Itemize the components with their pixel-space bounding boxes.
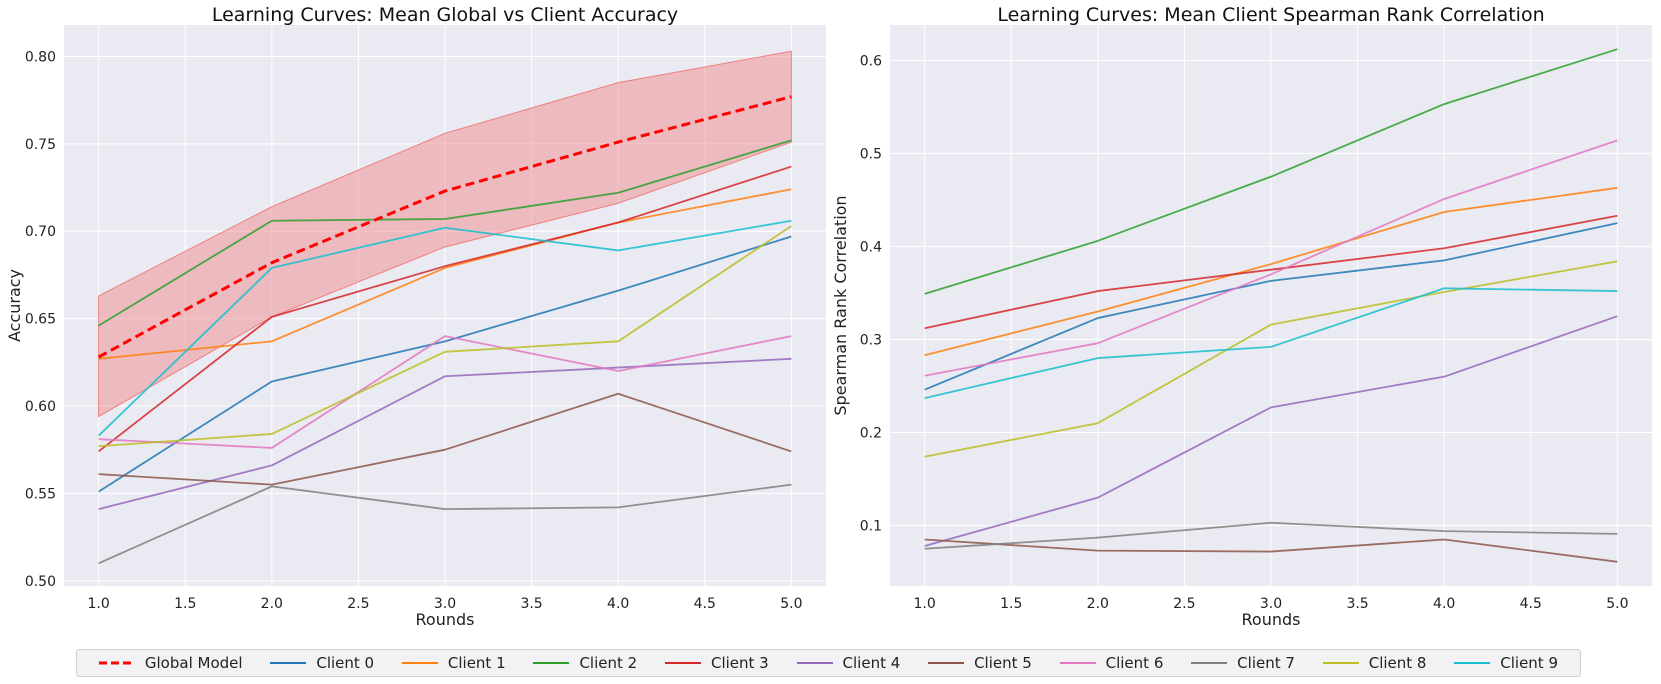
series-line-client-9 — [98, 219, 792, 437]
legend-label: Client 1 — [447, 654, 506, 672]
y-tick-label: 0.75 — [25, 137, 56, 153]
x-tick-label: 4.5 — [694, 596, 716, 612]
legend-item-client-5: Client 5 — [928, 654, 1032, 672]
series-line-client-0 — [924, 222, 1618, 391]
legend-item-client-2: Client 2 — [533, 654, 637, 672]
x-tick-label: 4.0 — [607, 596, 629, 612]
x-tick-label: 3.5 — [1346, 596, 1368, 612]
series-line-client-5 — [924, 538, 1618, 563]
legend-swatch — [533, 662, 570, 664]
y-tick-label: 0.60 — [25, 399, 56, 415]
x-tick-label: 3.0 — [1260, 596, 1282, 612]
x-tick-label: 1.5 — [174, 596, 196, 612]
legend-label: Client 3 — [710, 654, 769, 672]
legend-swatch — [1059, 662, 1096, 664]
legend-item-client-4: Client 4 — [796, 654, 901, 672]
x-tick-label: 1.0 — [914, 596, 936, 612]
series-line-client-3 — [924, 214, 1618, 330]
y-tick-label: 0.6 — [860, 53, 882, 69]
y-tick-label: 0.65 — [25, 312, 56, 328]
legend-label: Global Model — [144, 654, 243, 672]
y-tick-label: 0.50 — [25, 574, 56, 590]
y-axis-label: Spearman Rank Correlation — [831, 195, 850, 415]
legend-label: Client 4 — [842, 654, 901, 672]
series-line-client-2 — [924, 48, 1618, 295]
legend-item-client-7: Client 7 — [1191, 654, 1295, 672]
series-line-client-6 — [924, 139, 1618, 377]
legend-label: Client 5 — [974, 654, 1032, 672]
series-line-client-1 — [98, 188, 792, 360]
y-tick-label: 0.4 — [860, 239, 882, 255]
y-tick-label: 0.70 — [25, 224, 56, 240]
chart-title: Learning Curves: Mean Global vs Client A… — [212, 4, 678, 26]
x-axis-label: Rounds — [416, 610, 475, 629]
y-tick-label: 0.5 — [860, 146, 882, 162]
x-tick-label: 2.5 — [1173, 596, 1195, 612]
series-line-client-8 — [98, 225, 792, 448]
y-tick-label: 0.55 — [25, 486, 56, 502]
series-line-client-5 — [98, 392, 792, 486]
series-line-client-2 — [98, 139, 792, 327]
series-line-client-9 — [924, 287, 1618, 399]
series-line-client-4 — [98, 357, 792, 510]
legend-swatch — [401, 662, 438, 664]
x-axis-label: Rounds — [1242, 610, 1301, 629]
series-line-global-model — [97, 95, 792, 359]
legend-item-client-8: Client 8 — [1322, 654, 1427, 672]
y-tick-label: 0.80 — [25, 49, 56, 65]
legend-item-client-1: Client 1 — [401, 654, 506, 672]
x-tick-label: 3.5 — [520, 596, 542, 612]
legend-item-client-0: Client 0 — [270, 654, 374, 672]
series-line-client-8 — [924, 260, 1618, 458]
legend-label: Client 0 — [316, 654, 375, 672]
legend-label: Client 2 — [579, 654, 638, 672]
legend: Global Model Client 0 Client 1 Client 2 Clie… — [76, 649, 1581, 677]
x-tick-label: 5.0 — [1606, 596, 1628, 612]
legend-label: Client 7 — [1237, 654, 1295, 672]
series-line-client-0 — [98, 235, 792, 493]
legend-item-client-3: Client 3 — [664, 654, 769, 672]
x-tick-label: 1.5 — [1000, 596, 1022, 612]
y-tick-label: 0.3 — [860, 332, 882, 348]
legend-label: Client 6 — [1105, 654, 1164, 672]
x-tick-label: 3.0 — [434, 596, 456, 612]
legend-swatch — [1322, 662, 1359, 664]
x-tick-label: 1.0 — [88, 596, 110, 612]
chart-title: Learning Curves: Mean Client Spearman Ra… — [997, 4, 1544, 26]
y-tick-label: 0.2 — [860, 425, 882, 441]
legend-swatch — [1191, 662, 1228, 664]
legend-label: Client 8 — [1368, 654, 1427, 672]
legend-label: Client 9 — [1500, 654, 1559, 672]
y-axis-label: Accuracy — [5, 269, 24, 342]
legend-swatch — [928, 662, 965, 664]
legend-swatch — [664, 662, 701, 664]
legend-item-client-9: Client 9 — [1454, 654, 1558, 672]
x-tick-label: 4.5 — [1520, 596, 1542, 612]
legend-swatch — [1454, 662, 1491, 664]
series-line-client-1 — [924, 186, 1618, 357]
series-line-client-7 — [98, 483, 792, 565]
x-tick-label: 5.0 — [780, 596, 802, 612]
legend-item-global-model: Global Model — [98, 654, 243, 672]
x-tick-label: 4.0 — [1433, 596, 1455, 612]
y-tick-label: 0.1 — [860, 519, 882, 535]
series-line-client-3 — [98, 165, 792, 453]
series-line-client-4 — [924, 315, 1618, 547]
legend-swatch — [270, 662, 307, 664]
x-tick-label: 2.5 — [347, 596, 369, 612]
x-tick-label: 2.0 — [261, 596, 283, 612]
legend-item-client-6: Client 6 — [1059, 654, 1164, 672]
legend-swatch — [796, 662, 833, 664]
chart-panel-1: 1.0 1.5 2.0 2.5 3.0 3.5 4.0 4.5 5.0 0.1 0.2 0.3 0.4 0… — [831, 4, 1652, 629]
x-tick-label: 2.0 — [1087, 596, 1109, 612]
series-line-client-7 — [924, 521, 1618, 550]
legend-swatch — [98, 661, 135, 665]
chart-panel-0: 1.0 1.5 2.0 2.5 3.0 3.5 4.0 4.5 5.0 0.50 0.55 0.60 0… — [5, 4, 826, 629]
series-line-client-6 — [98, 335, 792, 449]
